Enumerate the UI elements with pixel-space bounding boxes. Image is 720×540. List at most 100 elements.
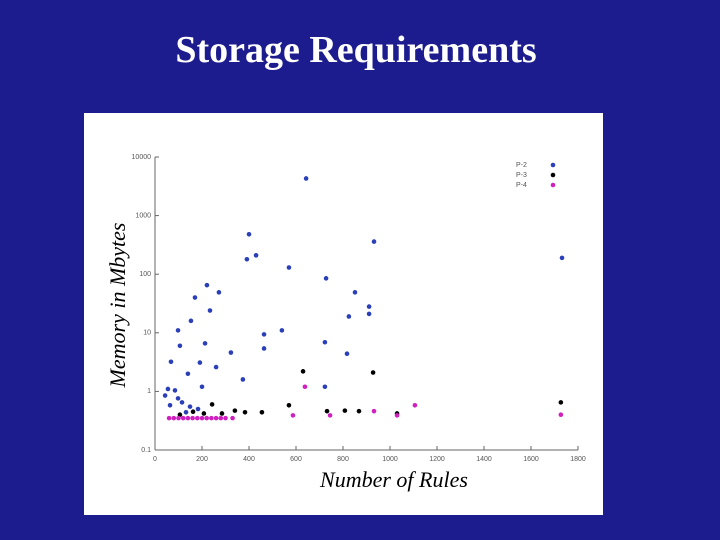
- point: [559, 255, 565, 261]
- y-tick-label: 0.1: [141, 447, 151, 454]
- point: [394, 413, 400, 418]
- point: [195, 415, 200, 421]
- x-tick-label: 1200: [429, 456, 445, 463]
- point: [371, 408, 377, 414]
- point: [180, 415, 186, 421]
- point: [204, 282, 210, 288]
- point: [219, 411, 225, 416]
- point: [177, 343, 183, 349]
- point: [213, 415, 219, 421]
- legend-marker: [550, 172, 556, 178]
- point: [286, 265, 292, 270]
- x-tick-label: 1800: [570, 456, 586, 463]
- point: [199, 384, 205, 390]
- point: [366, 304, 372, 309]
- point: [216, 290, 222, 295]
- point: [346, 314, 352, 319]
- point: [412, 402, 418, 408]
- point: [300, 369, 306, 374]
- x-tick-label: 800: [337, 456, 349, 463]
- y-tick-label: 1: [147, 388, 151, 395]
- point: [188, 318, 194, 324]
- point: [209, 415, 214, 421]
- y-tick-label: 10000: [132, 154, 152, 161]
- y-tick-label: 1000: [135, 212, 151, 219]
- point: [166, 415, 172, 421]
- point: [202, 341, 208, 346]
- x-tick-label: 0: [153, 456, 157, 463]
- point: [322, 384, 328, 390]
- point: [558, 400, 564, 405]
- point: [218, 415, 224, 421]
- point: [176, 415, 181, 421]
- point: [162, 393, 168, 398]
- point: [171, 415, 177, 421]
- point: [261, 332, 267, 337]
- point: [244, 256, 250, 262]
- x-axis-label: Number of Rules: [319, 467, 468, 492]
- point: [223, 415, 228, 421]
- point: [303, 176, 309, 181]
- point: [165, 386, 171, 392]
- point: [204, 415, 209, 421]
- point: [228, 350, 234, 355]
- y-axis-label: Memory in Mbytes: [105, 223, 130, 389]
- point: [323, 276, 329, 281]
- point: [207, 308, 213, 313]
- point: [342, 408, 348, 413]
- point: [356, 408, 362, 414]
- point: [190, 415, 195, 421]
- point: [279, 328, 285, 333]
- point: [246, 231, 252, 237]
- legend-marker: [550, 162, 556, 168]
- x-tick-label: 600: [290, 456, 302, 463]
- point: [167, 402, 173, 408]
- point: [185, 415, 191, 421]
- point: [213, 364, 219, 370]
- point: [302, 384, 308, 390]
- point: [187, 404, 193, 409]
- point: [179, 400, 185, 405]
- point: [322, 339, 328, 345]
- point: [253, 253, 259, 258]
- slide-title: Storage Requirements: [175, 29, 536, 71]
- point: [183, 409, 189, 415]
- legend-label: P-2: [516, 162, 527, 169]
- point: [175, 396, 181, 401]
- legend-label: P-4: [516, 182, 527, 189]
- point: [185, 371, 191, 377]
- y-tick-label: 100: [139, 271, 151, 278]
- point: [261, 346, 267, 351]
- point: [370, 370, 376, 375]
- legend-label: P-3: [516, 172, 527, 179]
- x-tick-label: 200: [196, 456, 208, 463]
- point: [558, 412, 564, 418]
- x-tick-label: 1000: [382, 456, 398, 463]
- point: [290, 413, 296, 418]
- x-tick-label: 1600: [523, 456, 539, 463]
- x-tick-label: 1400: [476, 456, 492, 463]
- point: [286, 402, 292, 408]
- point: [240, 377, 246, 382]
- point: [172, 388, 178, 393]
- legend-marker: [550, 182, 556, 188]
- point: [352, 290, 358, 295]
- point: [199, 415, 205, 421]
- point: [175, 328, 181, 333]
- point: [197, 360, 203, 365]
- point: [195, 406, 201, 412]
- y-tick-label: 10: [143, 330, 151, 337]
- point: [344, 351, 350, 356]
- point: [168, 359, 174, 365]
- point: [259, 409, 265, 415]
- point: [192, 295, 198, 300]
- point: [209, 402, 215, 407]
- point: [366, 311, 372, 317]
- point: [201, 411, 207, 416]
- point: [324, 408, 330, 414]
- point: [190, 409, 196, 415]
- point: [327, 413, 333, 418]
- point: [242, 409, 248, 415]
- x-tick-label: 400: [243, 456, 255, 463]
